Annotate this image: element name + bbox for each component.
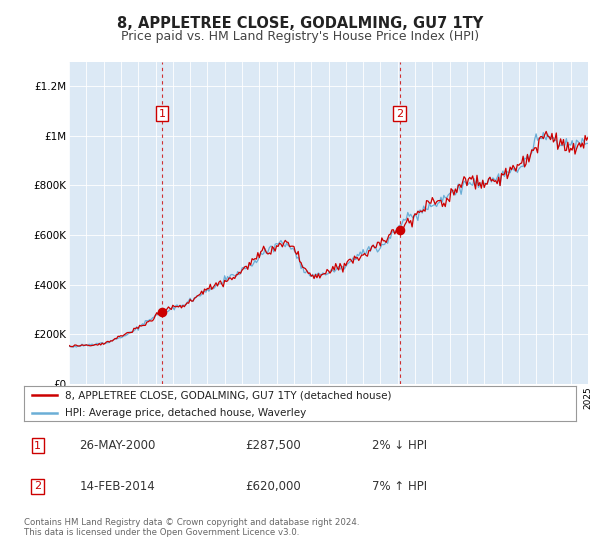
Text: £287,500: £287,500	[245, 439, 301, 452]
Text: 14-FEB-2014: 14-FEB-2014	[79, 480, 155, 493]
Text: 2: 2	[396, 109, 403, 119]
Text: 26-MAY-2000: 26-MAY-2000	[79, 439, 155, 452]
Text: Price paid vs. HM Land Registry's House Price Index (HPI): Price paid vs. HM Land Registry's House …	[121, 30, 479, 43]
Text: Contains HM Land Registry data © Crown copyright and database right 2024.
This d: Contains HM Land Registry data © Crown c…	[24, 518, 359, 538]
Point	[157, 308, 167, 317]
Text: £620,000: £620,000	[245, 480, 301, 493]
Text: 2: 2	[34, 482, 41, 491]
Text: 7% ↑ HPI: 7% ↑ HPI	[372, 480, 427, 493]
Text: 8, APPLETREE CLOSE, GODALMING, GU7 1TY (detached house): 8, APPLETREE CLOSE, GODALMING, GU7 1TY (…	[65, 390, 392, 400]
Text: HPI: Average price, detached house, Waverley: HPI: Average price, detached house, Wave…	[65, 408, 307, 418]
Point	[395, 226, 404, 235]
Text: 8, APPLETREE CLOSE, GODALMING, GU7 1TY: 8, APPLETREE CLOSE, GODALMING, GU7 1TY	[117, 16, 483, 31]
Text: 1: 1	[34, 441, 41, 451]
Text: 1: 1	[158, 109, 166, 119]
Text: 2% ↓ HPI: 2% ↓ HPI	[372, 439, 427, 452]
